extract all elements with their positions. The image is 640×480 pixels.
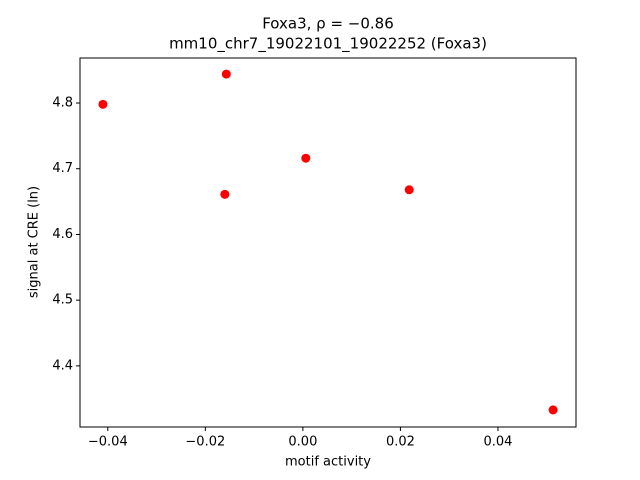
y-tick-label: 4.6 xyxy=(52,227,73,242)
point xyxy=(301,153,311,163)
y-axis-label: signal at CRE (ln) xyxy=(27,186,42,298)
point xyxy=(404,185,414,195)
chart-subtitle: mm10_chr7_19022101_19022252 (Foxa3) xyxy=(169,35,487,54)
x-tick-label: 0.04 xyxy=(483,435,512,450)
point xyxy=(220,189,230,199)
plot-frame xyxy=(79,57,577,428)
x-axis-label: motif activity xyxy=(285,455,371,470)
x-tick-label: 0.02 xyxy=(386,435,415,450)
chart-title: Foxa3, ρ = −0.86 xyxy=(262,15,394,33)
x-tick-label: 0.00 xyxy=(288,435,317,450)
point xyxy=(98,99,108,109)
y-tick-label: 4.4 xyxy=(52,358,73,373)
y-tick-label: 4.7 xyxy=(52,161,73,176)
point xyxy=(221,69,231,79)
x-tick-label: −0.02 xyxy=(185,435,225,450)
y-tick-label: 4.5 xyxy=(52,293,73,308)
point xyxy=(548,405,558,415)
y-tick-label: 4.8 xyxy=(52,96,73,111)
x-tick-label: −0.04 xyxy=(88,435,128,450)
